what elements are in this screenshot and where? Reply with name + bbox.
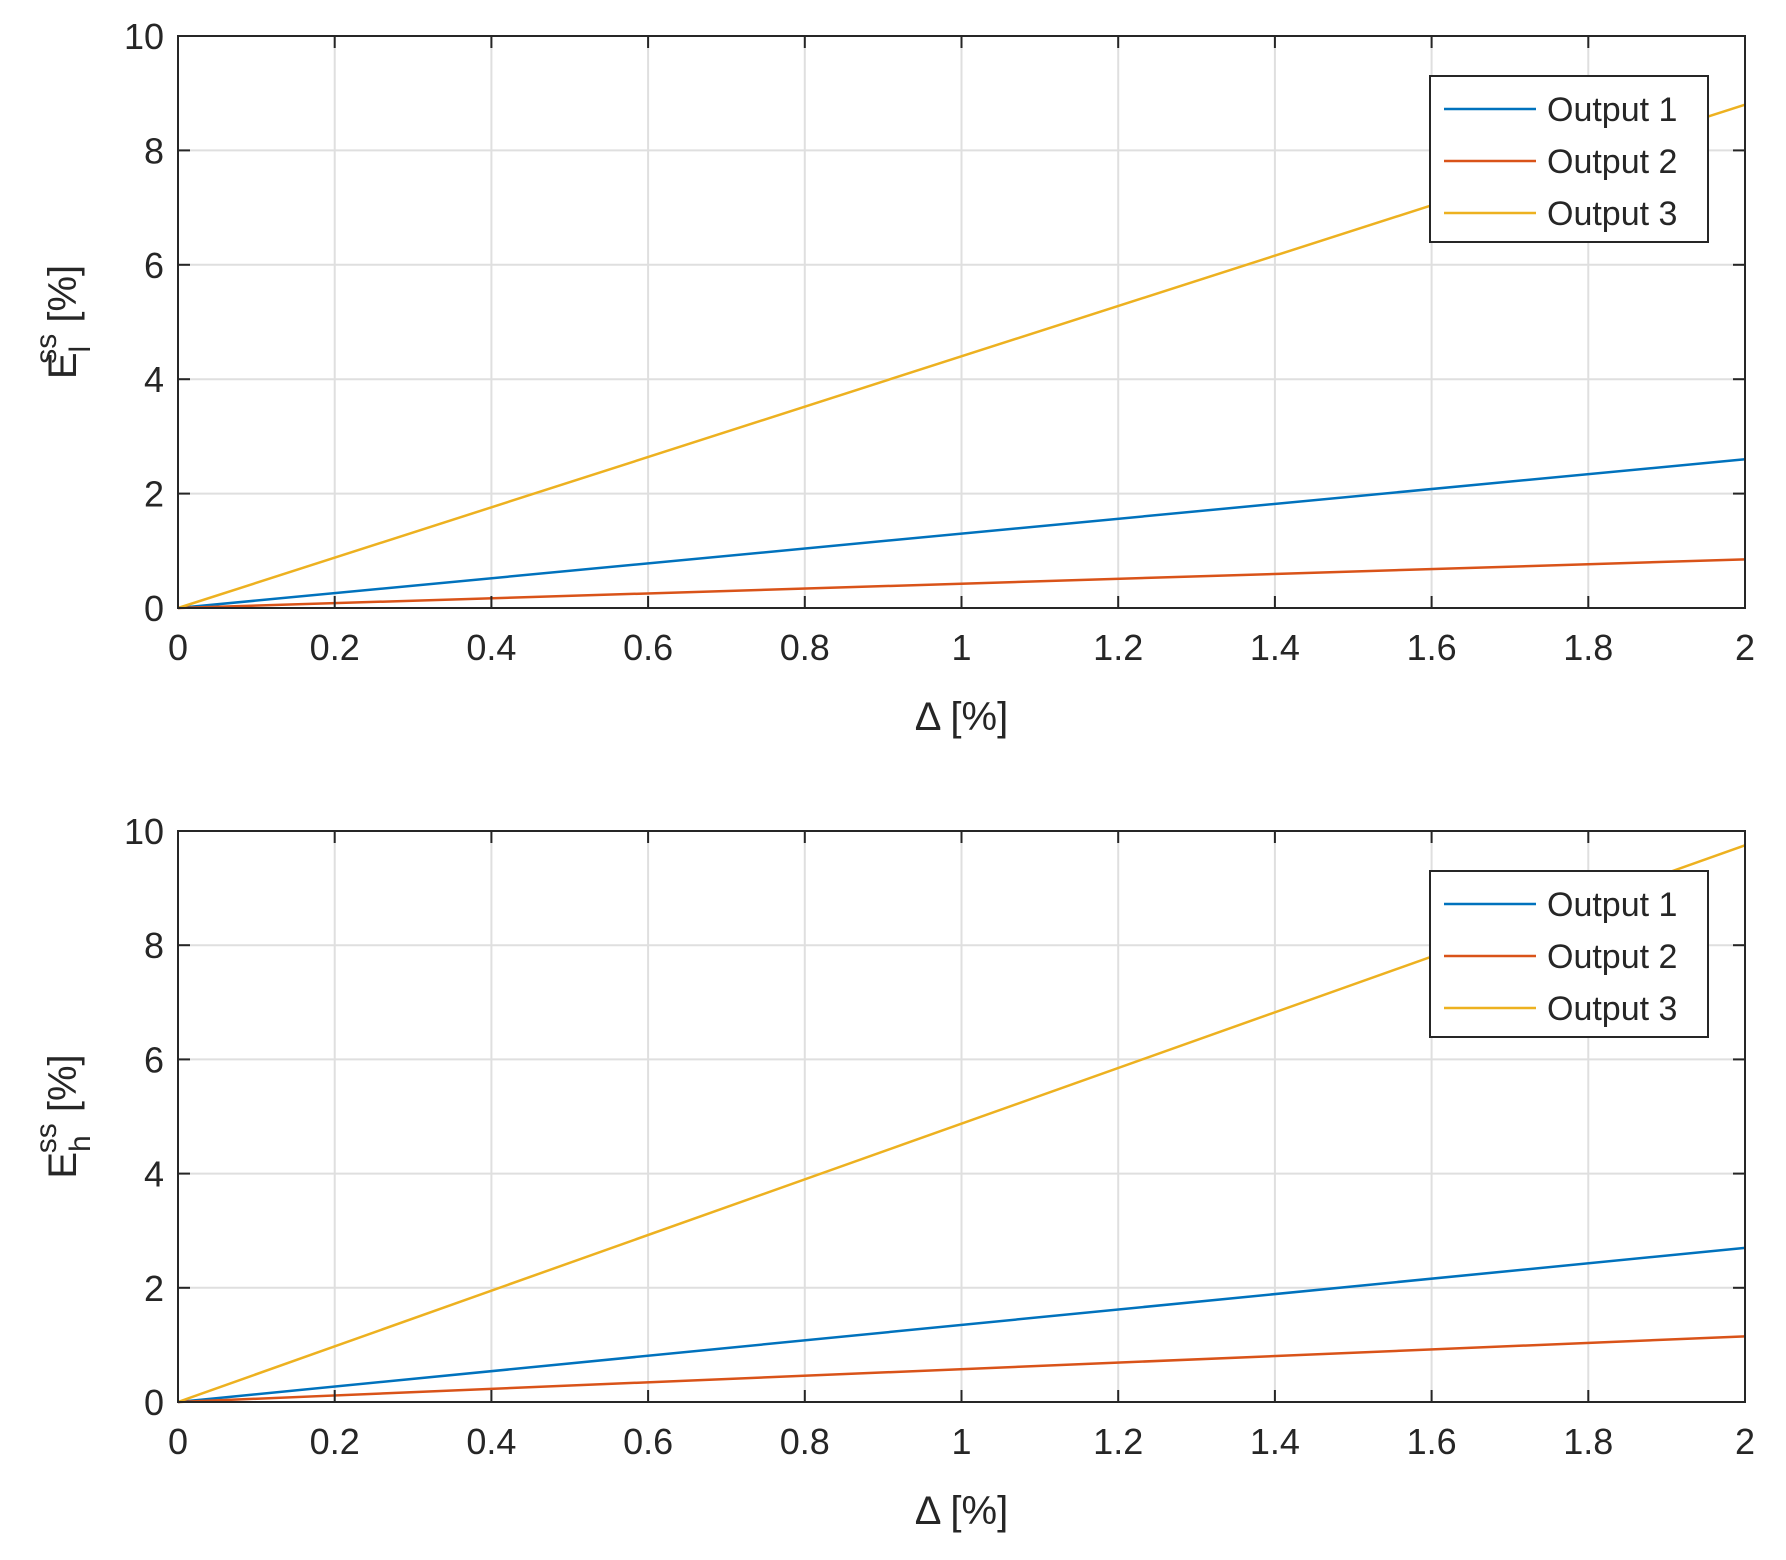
- y-tick-label: 2: [144, 474, 164, 515]
- x-tick-label: 0.8: [780, 1421, 830, 1462]
- x-tick-label: 2: [1735, 627, 1755, 668]
- y-axis-label-superscript: ss: [30, 334, 63, 364]
- x-tick-label: 0.6: [623, 627, 673, 668]
- y-axis-label-subscript: l: [64, 346, 97, 353]
- y-tick-label: 2: [144, 1268, 164, 1309]
- series-line-2: [177, 558, 1746, 610]
- x-tick-label: 1.8: [1563, 1421, 1613, 1462]
- y-axis-label: Elss [%]: [30, 265, 97, 379]
- x-tick-label: 0: [168, 627, 188, 668]
- y-tick-label: 6: [144, 245, 164, 286]
- x-tick-label: 1.8: [1563, 627, 1613, 668]
- y-axis-label-base: E: [41, 352, 85, 379]
- x-tick-label: 1: [951, 627, 971, 668]
- x-tick-label: 0.4: [466, 627, 516, 668]
- legend-label-1: Output 1: [1547, 91, 1677, 129]
- y-tick-label: 4: [144, 359, 164, 400]
- chart-panel-1: 0 0.2 0.4 0.6 0.8 1 1.2 1.4 1.6 1.8 2 0 2 4 6 8 10 Δ [%] E…: [30, 16, 1755, 739]
- y-tick-label: 6: [144, 1039, 164, 1080]
- x-tick-label: 0: [168, 1421, 188, 1462]
- x-tick-label: 1.2: [1093, 627, 1143, 668]
- x-tick-label: 1.4: [1250, 1421, 1300, 1462]
- legend-box: [1429, 75, 1709, 243]
- series-line-1: [177, 458, 1746, 610]
- legend: Output 1 Output 2 Output 3: [1429, 75, 1709, 243]
- chart-panel-2: 0 0.2 0.4 0.6 0.8 1 1.2 1.4 1.6 1.8 2 0 2 4 6 8 10 Δ [%] E…: [30, 811, 1755, 1533]
- x-tick-label: 0.4: [466, 1421, 516, 1462]
- series-line-2: [177, 1335, 1746, 1404]
- y-axis-label-subscript: h: [64, 1135, 97, 1152]
- x-tick-label: 1.6: [1407, 627, 1457, 668]
- legend-label-1: Output 1: [1547, 886, 1677, 924]
- x-axis-label: Δ [%]: [915, 695, 1008, 739]
- y-tick-label: 10: [124, 16, 164, 57]
- y-tick-label: 4: [144, 1154, 164, 1195]
- legend-label-3: Output 3: [1547, 195, 1677, 233]
- x-tick-label: 0.8: [780, 627, 830, 668]
- y-tick-label: 0: [144, 1382, 164, 1423]
- legend-label-3: Output 3: [1547, 990, 1677, 1028]
- y-tick-label: 8: [144, 925, 164, 966]
- y-axis-label-unit: [%]: [41, 265, 85, 334]
- y-axis-label-base: E: [41, 1152, 85, 1179]
- x-tick-label: 0.2: [310, 627, 360, 668]
- x-tick-label: 1.4: [1250, 627, 1300, 668]
- x-tick-label: 1.2: [1093, 1421, 1143, 1462]
- y-tick-label: 8: [144, 130, 164, 171]
- y-tick-label: 10: [124, 811, 164, 852]
- x-tick-label: 1.6: [1407, 1421, 1457, 1462]
- y-axis-label-unit: [%]: [41, 1054, 85, 1123]
- y-axis-label: Ehss [%]: [30, 1054, 97, 1178]
- y-axis-label-superscript: ss: [30, 1123, 63, 1153]
- x-tick-label: 0.6: [623, 1421, 673, 1462]
- legend-label-2: Output 2: [1547, 143, 1677, 181]
- x-tick-label: 2: [1735, 1421, 1755, 1462]
- x-tick-label: 1: [951, 1421, 971, 1462]
- legend-label-2: Output 2: [1547, 938, 1677, 976]
- legend-box: [1429, 870, 1709, 1038]
- x-tick-label: 0.2: [310, 1421, 360, 1462]
- legend: Output 1 Output 2 Output 3: [1429, 870, 1709, 1038]
- series-line-1: [177, 1246, 1746, 1404]
- y-tick-label: 0: [144, 588, 164, 629]
- x-axis-label: Δ [%]: [915, 1489, 1008, 1533]
